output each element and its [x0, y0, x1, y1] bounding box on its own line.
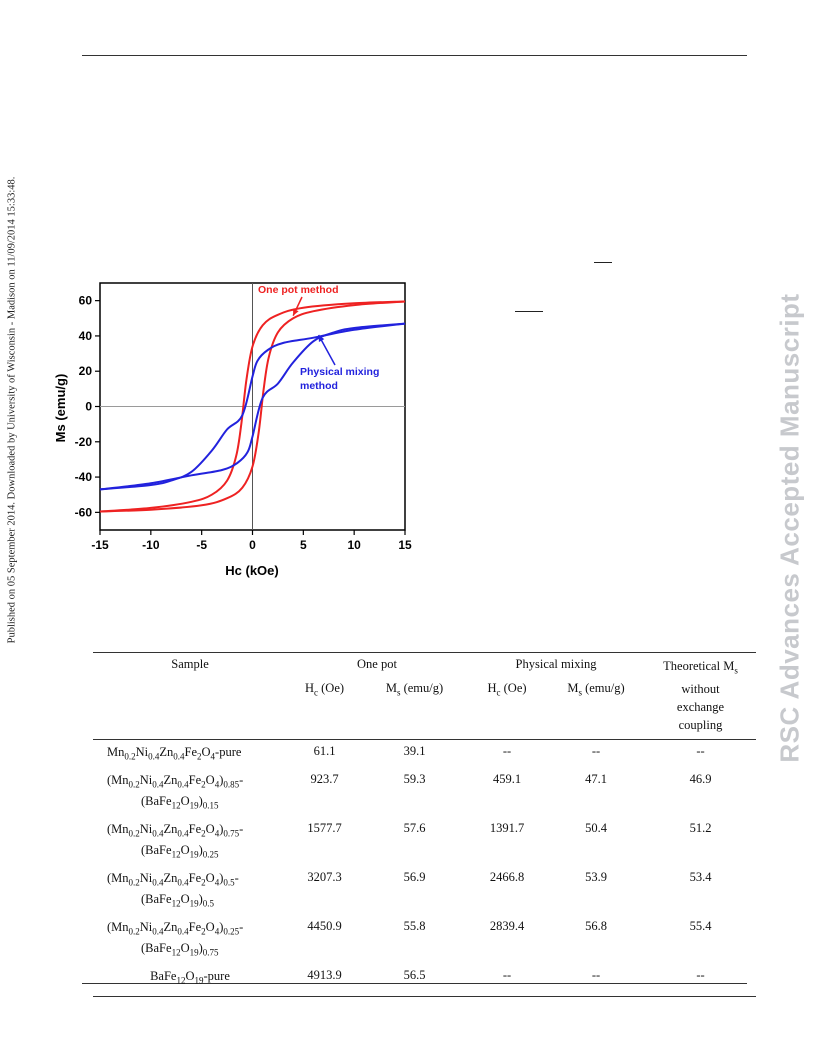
x-tick-label: -10: [142, 538, 160, 552]
theo-cell: 51.2: [689, 820, 712, 835]
hysteresis-chart: -15 -10 -5 0 5 10 15 -60 -40 -20 0 20 40 60 One pot m…: [53, 282, 412, 578]
fraction-bar-2: [515, 311, 543, 312]
publication-note-text: Published on 05 September 2014. Download…: [6, 176, 18, 644]
table-row: (Mn0.2Ni0.4Zn0.4Fe2O4)0.25- (BaFe12O19)0.…: [93, 913, 756, 962]
one-pot-method-lower-branch: [99, 300, 406, 513]
theo-cell: 55.4: [689, 918, 712, 933]
pm-ms-cell: 56.8: [585, 918, 607, 933]
sample-cell: Mn0.2Ni0.4Zn0.4Fe2O4-pure: [93, 740, 287, 766]
annotation-one-pot: One pot method: [258, 284, 339, 296]
chart-axes: [99, 282, 406, 531]
fraction-bar-1: [594, 262, 612, 263]
sample-line: (Mn0.2Ni0.4Zn0.4Fe2O4)0.25-: [107, 919, 244, 937]
annotation-physical-mixing: Physical mixing: [300, 366, 379, 378]
sample-line: (BaFe12O19)0.75: [141, 941, 219, 958]
pm-ms-cell: --: [591, 967, 601, 982]
one-pot-method-upper-branch: [99, 300, 406, 513]
sample-line: (Mn0.2Ni0.4Zn0.4Fe2O4)0.75-: [107, 821, 244, 839]
sample-cell: BaFe12O19-pure: [93, 962, 287, 997]
pm-hc-cell: --: [502, 744, 512, 758]
theo-cell: --: [696, 967, 705, 982]
sample-line: Mn0.2Ni0.4Zn0.4Fe2O4-pure: [107, 745, 242, 762]
header-theoretical-line: exchange: [676, 699, 725, 714]
pm-hc-cell: 459.1: [492, 771, 522, 786]
annotation-one-pot-arrow-head: [293, 308, 299, 316]
pm-hc-cell: --: [502, 967, 512, 982]
x-tick-label: 5: [300, 538, 307, 552]
y-tick-label: 40: [79, 329, 93, 343]
x-tick-label: 10: [347, 538, 361, 552]
one-pot-hc-cell: 923.7: [310, 771, 339, 786]
sample-line: (BaFe12O19)0.25: [141, 843, 219, 860]
one-pot-ms-cell: 39.1: [403, 744, 426, 758]
pm-ms-cell: 53.9: [585, 869, 607, 884]
sample-cell: (Mn0.2Ni0.4Zn0.4Fe2O4)0.25- (BaFe12O19)0.…: [93, 913, 287, 962]
y-tick-label: 20: [79, 364, 93, 378]
theo-cell: 46.9: [689, 771, 712, 786]
header-theoretical: Theoretical Ms without exchange coupling: [645, 653, 756, 740]
header-one-pot-hc: Hc (Oe): [304, 681, 345, 698]
sample-cell: (Mn0.2Ni0.4Zn0.4Fe2O4)0.75- (BaFe12O19)0.…: [93, 815, 287, 864]
table-row: (Mn0.2Ni0.4Zn0.4Fe2O4)0.75- (BaFe12O19)0.…: [93, 815, 756, 864]
one-pot-hc-cell: 4450.9: [307, 918, 342, 933]
sample-line: BaFe12O19-pure: [150, 968, 230, 986]
header-pm-hc: Hc (Oe): [487, 681, 527, 698]
y-tick-label: -60: [75, 505, 93, 519]
chart-curves: [99, 296, 406, 513]
sample-line: (BaFe12O19)0.5: [141, 892, 215, 909]
one-pot-hc-cell: 4913.9: [307, 967, 342, 982]
header-one-pot-ms: Ms (emu/g): [385, 681, 444, 698]
table-row: Mn0.2Ni0.4Zn0.4Fe2O4-pure 61.1 39.1 -- -…: [93, 740, 756, 766]
pm-ms-cell: --: [591, 744, 601, 758]
sample-cell: (Mn0.2Ni0.4Zn0.4Fe2O4)0.85- (BaFe12O19)0.…: [93, 766, 287, 815]
x-tick-label: 0: [249, 538, 256, 552]
pm-ms-cell: 47.1: [585, 771, 607, 786]
y-axis-label: Ms (emu/g): [53, 374, 68, 443]
pm-hc-cell: 1391.7: [489, 820, 525, 835]
pm-hc-cell: 2466.8: [489, 869, 525, 884]
y-tick-label: 60: [79, 294, 93, 308]
footer-rule: [82, 983, 747, 984]
one-pot-ms-cell: 55.8: [403, 918, 426, 933]
header-rule: [82, 55, 747, 56]
one-pot-hc-cell: 1577.7: [307, 820, 342, 835]
y-tick-label: 0: [85, 400, 92, 414]
pm-ms-cell: 50.4: [585, 820, 607, 835]
pm-hc-cell: 2839.4: [489, 918, 525, 933]
sample-cell: (Mn0.2Ni0.4Zn0.4Fe2O4)0.5- (BaFe12O19)0.5: [93, 864, 287, 913]
physical-mixing-method-lower-branch: [99, 322, 406, 491]
sample-line: (Mn0.2Ni0.4Zn0.4Fe2O4)0.5-: [107, 870, 239, 888]
sample-line: (Mn0.2Ni0.4Zn0.4Fe2O4)0.85-: [107, 772, 244, 790]
theo-cell: 53.4: [689, 869, 712, 884]
sample-line: (BaFe12O19)0.15: [141, 794, 219, 811]
y-tick-label: -20: [75, 435, 93, 449]
table-row: (Mn0.2Ni0.4Zn0.4Fe2O4)0.85- (BaFe12O19)0.…: [93, 766, 756, 815]
x-tick-label: -5: [196, 538, 207, 552]
annotation-method: method: [300, 380, 338, 392]
one-pot-ms-cell: 57.6: [403, 820, 426, 835]
x-tick-label: -15: [91, 538, 109, 552]
x-tick-label: 15: [398, 538, 412, 552]
table-row: (Mn0.2Ni0.4Zn0.4Fe2O4)0.5- (BaFe12O19)0.5…: [93, 864, 756, 913]
annotation-physical-mixing-arrow-head: [318, 335, 325, 343]
table-row: BaFe12O19-pure 4913.9 56.5 -- -- --: [93, 962, 756, 997]
header-sample: Sample: [171, 657, 209, 671]
journal-watermark-text: RSC Advances Accepted Manuscript: [774, 293, 805, 763]
header-theoretical-line: without: [681, 681, 720, 696]
chart-ticks: -15 -10 -5 0 5 10 15 -60 -40 -20 0 20 40 60: [75, 294, 412, 552]
header-one-pot: One pot: [357, 657, 397, 671]
header-pm-ms: Ms (emu/g): [567, 681, 625, 698]
header-physical-mixing: Physical mixing: [515, 657, 597, 671]
header-theoretical-line: Theoretical Ms: [663, 659, 738, 676]
y-tick-label: -40: [75, 470, 93, 484]
one-pot-ms-cell: 56.9: [403, 869, 426, 884]
magnetic-properties-table: Sample One pot Physical mixing Theoretic…: [93, 652, 756, 997]
header-theoretical-line: coupling: [678, 717, 723, 732]
one-pot-ms-cell: 59.3: [403, 771, 426, 786]
one-pot-hc-cell: 61.1: [313, 744, 336, 758]
theo-cell: --: [696, 744, 705, 758]
x-axis-label: Hc (kOe): [225, 563, 278, 578]
one-pot-hc-cell: 3207.3: [307, 869, 342, 884]
one-pot-ms-cell: 56.5: [403, 967, 426, 982]
